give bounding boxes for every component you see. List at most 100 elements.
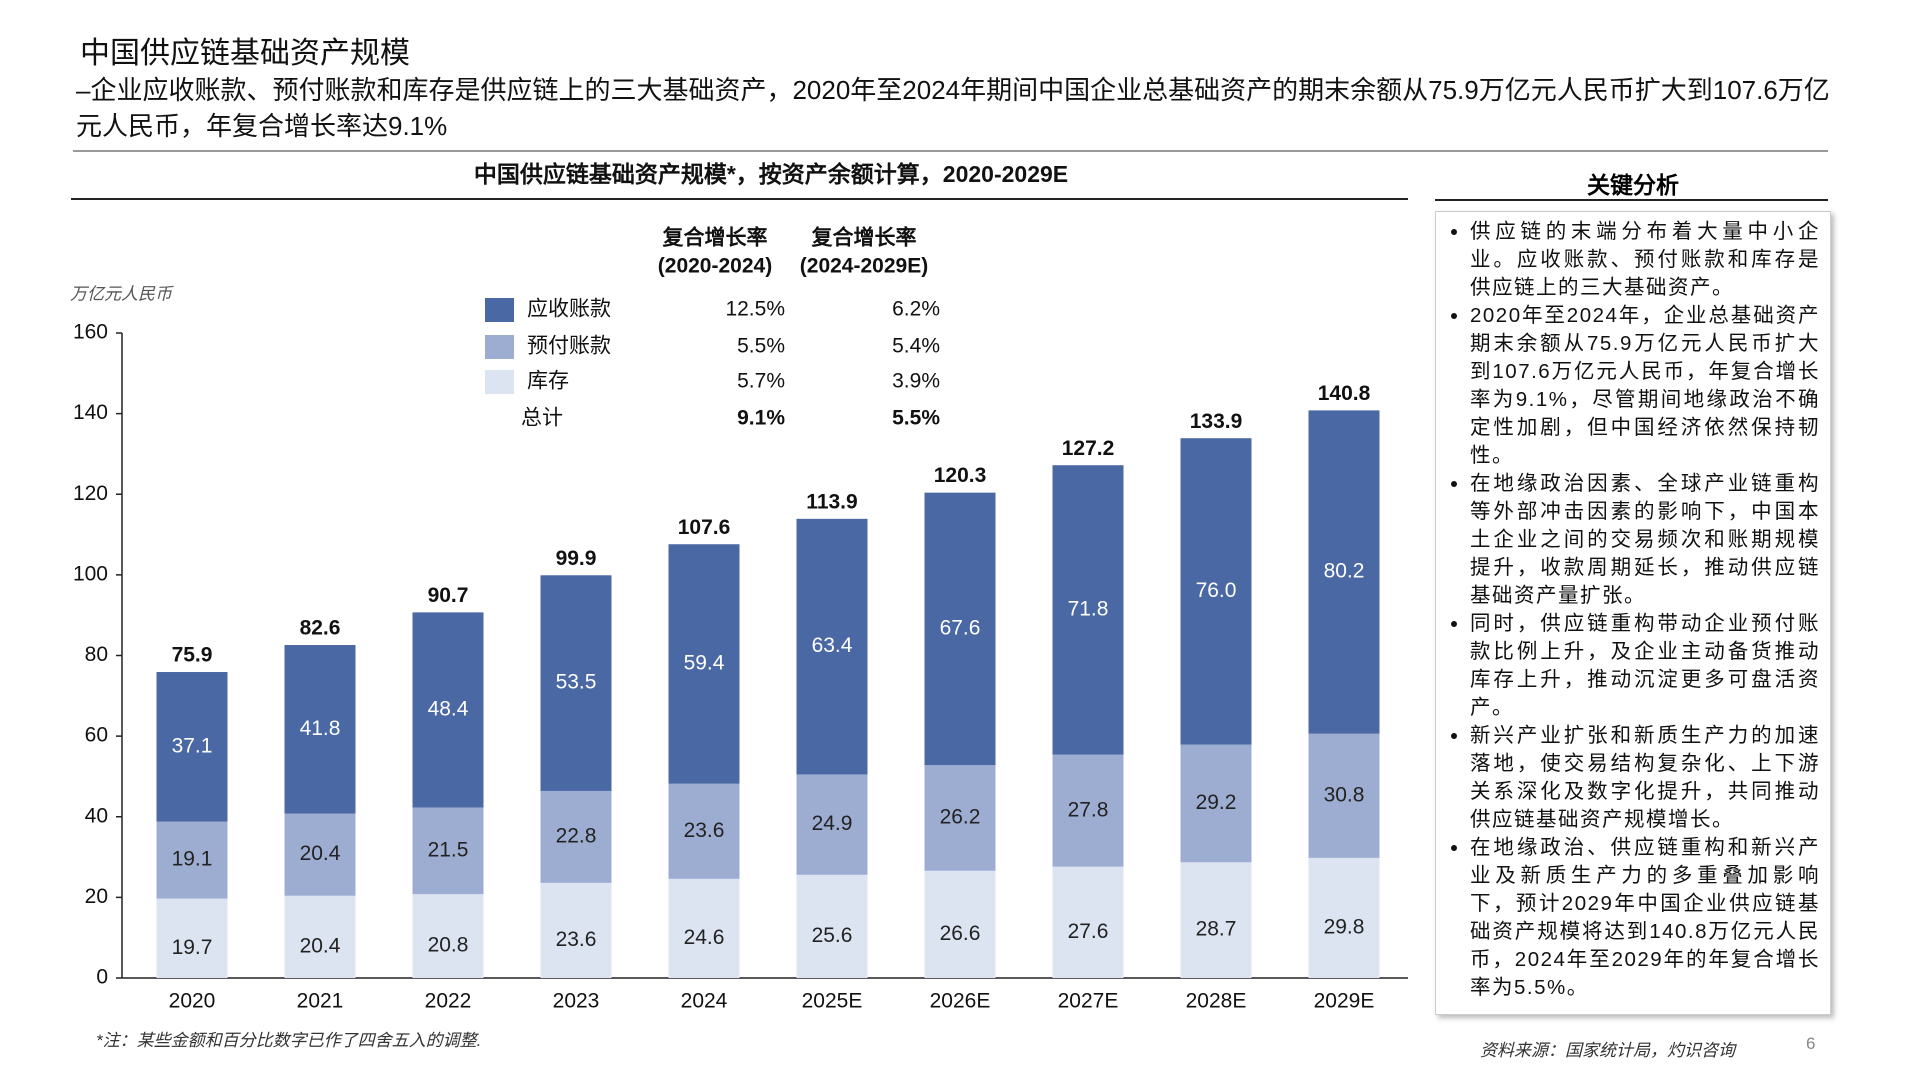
data-label: 63.4 xyxy=(812,634,853,657)
sidebar-rule xyxy=(1435,199,1828,201)
x-tick-label: 2024 xyxy=(681,990,728,1013)
x-tick-label: 2022 xyxy=(425,990,472,1013)
bar-segment xyxy=(796,774,868,875)
bar-segment xyxy=(796,518,868,775)
total-label: 90.7 xyxy=(428,584,469,607)
cagr-total-label: 总计 xyxy=(521,407,563,430)
bullet: 供应链的末端分布着大量中小企业。应收账款、预付账款和库存是供应链上的三大基础资产… xyxy=(1470,218,1820,302)
x-tick-label: 2021 xyxy=(297,990,344,1013)
y-tick-label: 80 xyxy=(85,643,108,666)
data-label: 71.8 xyxy=(1068,597,1109,620)
bar-segment xyxy=(540,790,612,883)
data-label: 29.8 xyxy=(1324,915,1365,938)
x-tick-label: 2028E xyxy=(1186,990,1247,1013)
cagr-total: 5.5% xyxy=(892,407,940,430)
data-label: 24.9 xyxy=(812,812,853,835)
footnote: *注：某些金额和百分比数字已作了四舍五入的调整. xyxy=(96,1031,482,1050)
legend-swatch xyxy=(485,298,514,322)
bar-segment xyxy=(1308,733,1380,858)
data-label: 20.4 xyxy=(300,842,341,865)
slide-title: 中国供应链基础资产规模 xyxy=(80,37,410,70)
y-tick-label: 140 xyxy=(73,401,108,424)
cagr-total: 9.1% xyxy=(737,407,785,430)
data-label: 20.4 xyxy=(300,934,341,957)
y-tick-label: 40 xyxy=(85,804,108,827)
legend-label: 应收账款 xyxy=(527,298,611,321)
cagr-header: (2020-2024) xyxy=(658,255,772,278)
bar-segment xyxy=(1180,862,1252,978)
bullet: 在地缘政治因素、全球产业链重构等外部冲击因素的影响下，中国本土企业之间的交易频次… xyxy=(1470,470,1820,610)
bullet: 在地缘政治、供应链重构和新兴产业及新质生产力的多重叠加影响下，预计2029年中国… xyxy=(1470,834,1820,1002)
bar-segment xyxy=(540,575,612,791)
cagr-value: 3.9% xyxy=(892,370,940,393)
data-label: 27.6 xyxy=(1068,920,1109,943)
bar-segment xyxy=(668,544,740,784)
sidebar-title: 关键分析 xyxy=(1587,172,1679,198)
total-label: 133.9 xyxy=(1190,410,1243,433)
data-label: 53.5 xyxy=(556,671,597,694)
data-label: 20.8 xyxy=(428,934,469,957)
bar-segment xyxy=(924,492,996,766)
y-tick-label: 160 xyxy=(73,321,108,344)
data-label: 26.2 xyxy=(940,806,981,829)
chart-title: 中国供应链基础资产规模*，按资产余额计算，2020-2029E xyxy=(474,161,1068,187)
cagr-value: 5.4% xyxy=(892,335,940,358)
bar-segment xyxy=(284,645,356,814)
data-label: 19.1 xyxy=(172,848,213,871)
y-tick-label: 100 xyxy=(73,562,108,585)
bar-segment xyxy=(1052,866,1124,978)
legend-label: 库存 xyxy=(527,370,569,393)
data-label: 80.2 xyxy=(1324,560,1365,583)
bar-segment xyxy=(284,813,356,896)
cagr-value: 12.5% xyxy=(725,298,785,321)
bar-segment xyxy=(796,874,868,978)
bar-segment xyxy=(156,672,228,822)
y-tick-label: 120 xyxy=(73,482,108,505)
data-label: 29.2 xyxy=(1196,791,1237,814)
legend-swatch xyxy=(485,370,514,394)
data-label: 19.7 xyxy=(172,936,213,959)
x-tick-label: 2027E xyxy=(1058,990,1119,1013)
bullet: 2020年至2024年，企业总基础资产期末余额从75.9万亿元人民币扩大到107… xyxy=(1470,302,1820,470)
bar-segment xyxy=(1308,857,1380,978)
data-label: 37.1 xyxy=(172,734,213,757)
y-axis-label: 万亿元人民币 xyxy=(70,284,174,303)
total-label: 127.2 xyxy=(1062,437,1115,460)
x-tick-label: 2026E xyxy=(930,990,991,1013)
bar-segment xyxy=(156,898,228,978)
data-label: 24.6 xyxy=(684,926,725,949)
bar-segment xyxy=(1180,744,1252,863)
y-tick-label: 60 xyxy=(85,724,108,747)
data-label: 41.8 xyxy=(300,717,341,740)
bar-segment xyxy=(412,894,484,978)
bar-segment xyxy=(284,895,356,978)
chart: 中国供应链基础资产规模*，按资产余额计算，2020-2029E 万亿元人民币 0… xyxy=(70,161,1408,1013)
source: 资料来源：国家统计局，灼识咨询 xyxy=(1480,1041,1735,1060)
bullet-list: 供应链的末端分布着大量中小企业。应收账款、预付账款和库存是供应链上的三大基础资产… xyxy=(1444,218,1820,1002)
x-tick-label: 2020 xyxy=(169,990,216,1013)
cagr-header: (2024-2029E) xyxy=(800,255,928,278)
data-label: 67.6 xyxy=(940,616,981,639)
divider xyxy=(73,150,1828,152)
legend-label: 预付账款 xyxy=(527,335,611,358)
total-label: 113.9 xyxy=(806,490,857,513)
y-tick-label: 20 xyxy=(85,885,108,908)
bar-segment xyxy=(924,765,996,871)
cagr-value: 6.2% xyxy=(892,298,940,321)
total-label: 107.6 xyxy=(678,516,731,539)
data-label: 21.5 xyxy=(428,838,469,861)
total-label: 120.3 xyxy=(934,464,987,487)
bar-segment xyxy=(924,870,996,978)
data-label: 76.0 xyxy=(1196,579,1237,602)
cagr-header: 复合增长率 xyxy=(811,226,917,250)
bar-segment xyxy=(668,878,740,978)
cagr-value: 5.5% xyxy=(737,335,785,358)
cagr-value: 5.7% xyxy=(737,370,785,393)
bar-segment xyxy=(1052,465,1124,755)
data-label: 26.6 xyxy=(940,922,981,945)
y-tick-label: 0 xyxy=(96,966,108,989)
cagr-header: 复合增长率 xyxy=(662,226,768,250)
sidebar-box: 供应链的末端分布着大量中小企业。应收账款、预付账款和库存是供应链上的三大基础资产… xyxy=(1435,211,1831,1015)
page-number: 6 xyxy=(1806,1034,1816,1053)
bullet: 新兴产业扩张和新质生产力的加速落地，使交易结构复杂化、上下游关系深化及数字化提升… xyxy=(1470,722,1820,834)
